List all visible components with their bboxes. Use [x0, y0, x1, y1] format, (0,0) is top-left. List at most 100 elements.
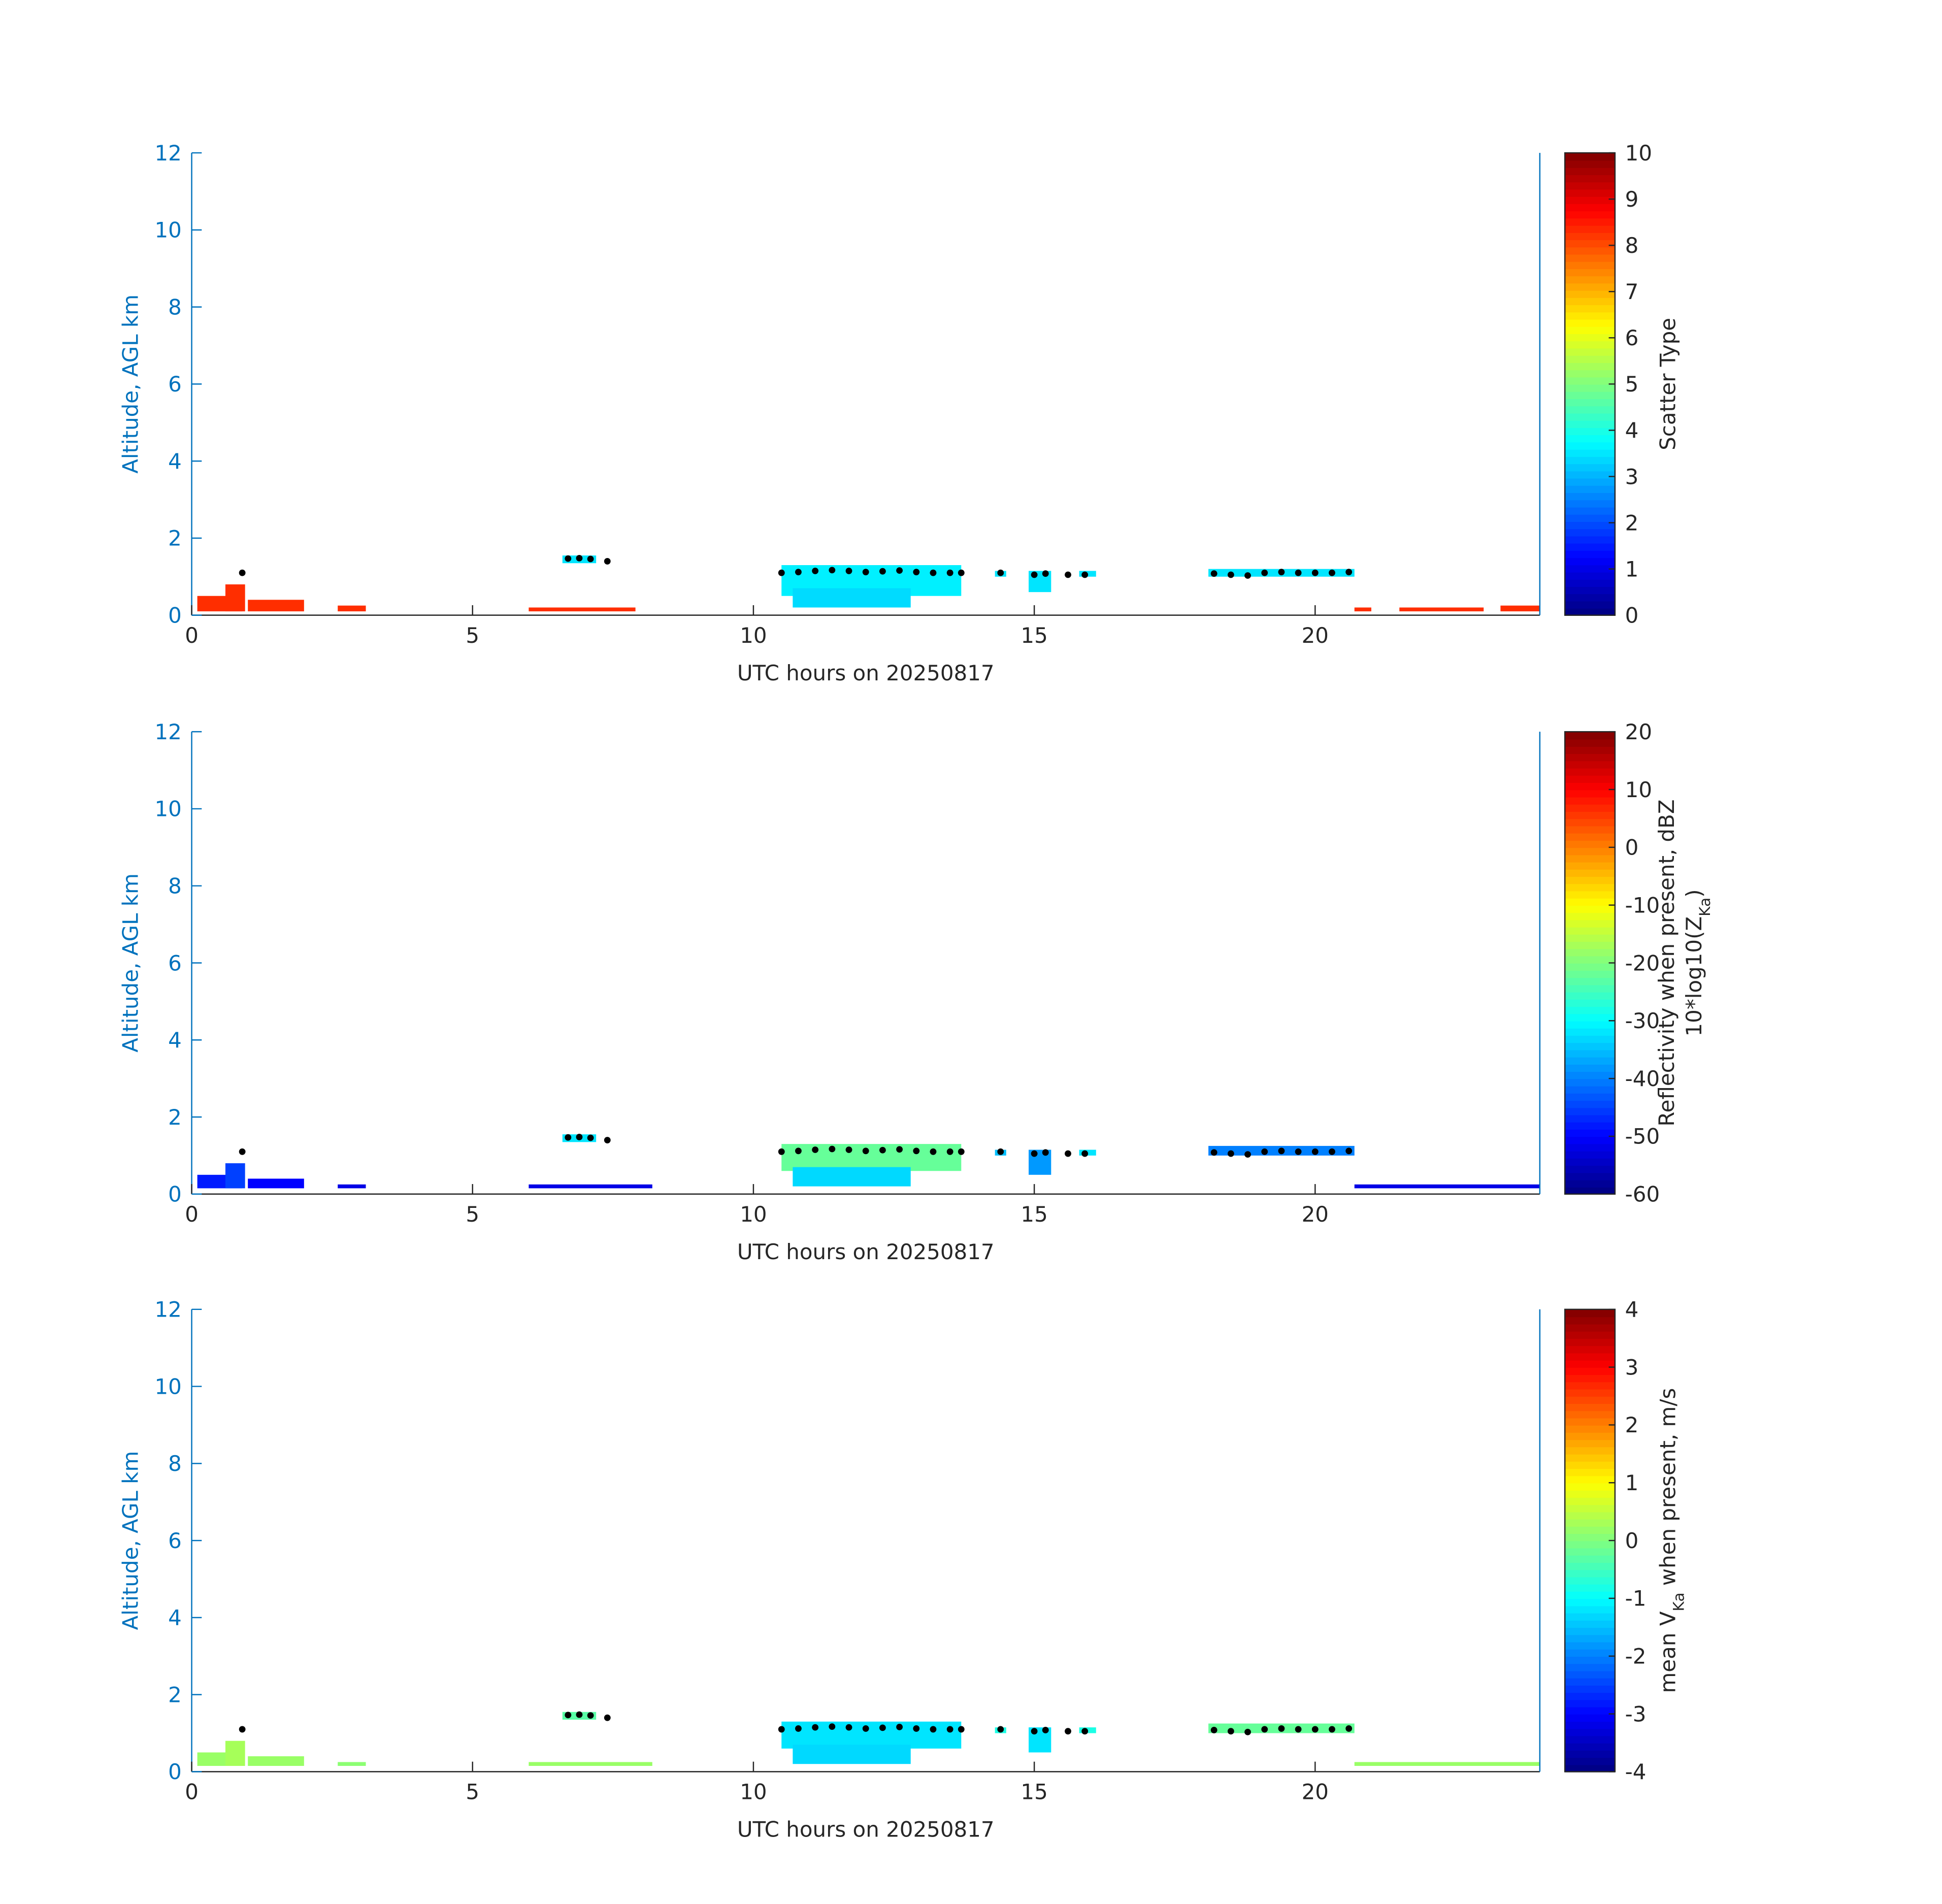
colorbar-cell [1565, 1338, 1615, 1347]
colorbar-cell [1565, 406, 1615, 414]
colorbar-label-part: 10*log10(Z [1682, 916, 1706, 1037]
colorbar-cell [1565, 847, 1615, 856]
colorbar-cell [1565, 1504, 1615, 1513]
colorbar-cell [1565, 782, 1615, 791]
colorbar-cell [1565, 1548, 1615, 1556]
colorbar-tick-label: 0 [1625, 603, 1639, 628]
y-tick-label: 10 [154, 1374, 181, 1399]
colorbar-cell [1565, 948, 1615, 957]
cloud-base-point [1311, 1148, 1319, 1155]
y-axis-label: Altitude, AGL km [118, 873, 143, 1053]
cloud-base-point [1345, 1147, 1353, 1155]
colorbar-cell [1565, 1764, 1615, 1772]
colorbar-cell [1565, 362, 1615, 371]
cloud-base-point [879, 1724, 886, 1731]
colorbar-cell [1565, 1179, 1615, 1188]
colorbar-cell [1565, 369, 1615, 378]
colorbar-cell [1565, 891, 1615, 899]
y-tick-label: 6 [168, 950, 182, 975]
colorbar-cell [1565, 1360, 1615, 1368]
colorbar-cell [1565, 941, 1615, 949]
cloud-base-point [1261, 569, 1268, 576]
y-tick-label: 0 [168, 1759, 182, 1784]
y-tick-label: 4 [168, 449, 182, 474]
cloud-base-point [1210, 570, 1217, 577]
cloud-base-point [997, 1726, 1004, 1733]
colorbar-tick-label: -30 [1625, 1008, 1660, 1033]
x-axis-label: UTC hours on 20250817 [737, 661, 995, 685]
y-tick-label: 6 [168, 1528, 182, 1553]
cloud-base-point [795, 1725, 802, 1732]
colorbar-cell [1565, 210, 1615, 219]
cloud-base-point [997, 1148, 1004, 1155]
x-tick-label: 10 [740, 1780, 767, 1804]
colorbar-cell [1565, 355, 1615, 363]
colorbar-cell [1565, 1605, 1615, 1614]
colorbar-tick-label: -20 [1625, 950, 1660, 975]
colorbar-cell [1565, 341, 1615, 349]
colorbar-cell [1565, 1078, 1615, 1087]
colorbar-cell [1565, 268, 1615, 277]
colorbar-cell [1565, 1439, 1615, 1448]
cloud-base-point [946, 1148, 953, 1155]
y-tick-label: 10 [154, 797, 181, 822]
cloud-patch [1354, 1184, 1540, 1189]
colorbar-cell [1565, 1540, 1615, 1549]
cloud-base-point [239, 1148, 246, 1155]
cloud-base-point [604, 1714, 611, 1721]
colorbar-tick-label: 6 [1625, 325, 1639, 350]
x-tick-label: 20 [1302, 1202, 1329, 1227]
colorbar-cell [1565, 1013, 1615, 1022]
y-tick-label: 2 [168, 526, 182, 551]
colorbar-cell [1565, 312, 1615, 320]
colorbar-label-part: mean V [1655, 1611, 1680, 1693]
colorbar-cell [1565, 434, 1615, 443]
colorbar-cell [1565, 1425, 1615, 1433]
y-tick-label: 0 [168, 1182, 182, 1207]
cloud-base-point [795, 569, 802, 576]
colorbar-cell [1565, 1403, 1615, 1411]
cloud-patch [338, 1762, 366, 1766]
colorbar-tick-label: 8 [1625, 233, 1639, 258]
cloud-patch [225, 1741, 245, 1766]
colorbar-cell [1565, 883, 1615, 892]
x-tick-label: 0 [185, 1780, 199, 1804]
colorbar-cell [1565, 746, 1615, 754]
y-tick-label: 10 [154, 218, 181, 243]
cloud-base-point [896, 1723, 903, 1730]
colorbar-cell [1565, 261, 1615, 269]
cloud-patch [338, 1184, 366, 1189]
colorbar-cell [1565, 1562, 1615, 1570]
x-tick-label: 20 [1302, 623, 1329, 648]
cloud-base-point [845, 567, 852, 574]
colorbar-cell [1565, 1345, 1615, 1354]
colorbar-cell [1565, 1374, 1615, 1383]
cloud-base-point [862, 569, 869, 576]
colorbar-cell [1565, 804, 1615, 812]
colorbar-cell [1565, 1728, 1615, 1736]
colorbar-cell [1565, 1447, 1615, 1455]
cloud-base-point [1244, 572, 1251, 579]
colorbar-cell [1565, 1172, 1615, 1180]
cloud-base-point [604, 1137, 611, 1143]
colorbar-tick-label: 2 [1625, 1413, 1639, 1437]
colorbar-cell [1565, 1584, 1615, 1592]
colorbar-cell [1565, 999, 1615, 1007]
cloud-base-point [1031, 571, 1038, 578]
colorbar-cell [1565, 1122, 1615, 1130]
colorbar-cell [1565, 1461, 1615, 1469]
colorbar-cell [1565, 1410, 1615, 1419]
colorbar-label: mean VKa when present, m/s [1655, 1388, 1687, 1693]
cloud-base-point [1081, 1150, 1089, 1157]
colorbar-cell [1565, 1714, 1615, 1722]
colorbar-cell [1565, 1490, 1615, 1498]
colorbar-cell [1565, 442, 1615, 450]
colorbar-cell [1565, 1634, 1615, 1643]
colorbar-cell [1565, 1454, 1615, 1462]
colorbar-label-part: Reflectivity when present, dBZ [1654, 799, 1679, 1126]
colorbar-cell [1565, 1028, 1615, 1036]
colorbar-cell [1565, 528, 1615, 537]
colorbar-tick-label: -50 [1625, 1124, 1660, 1149]
colorbar-cell [1565, 1021, 1615, 1029]
colorbar-cell [1565, 1432, 1615, 1440]
